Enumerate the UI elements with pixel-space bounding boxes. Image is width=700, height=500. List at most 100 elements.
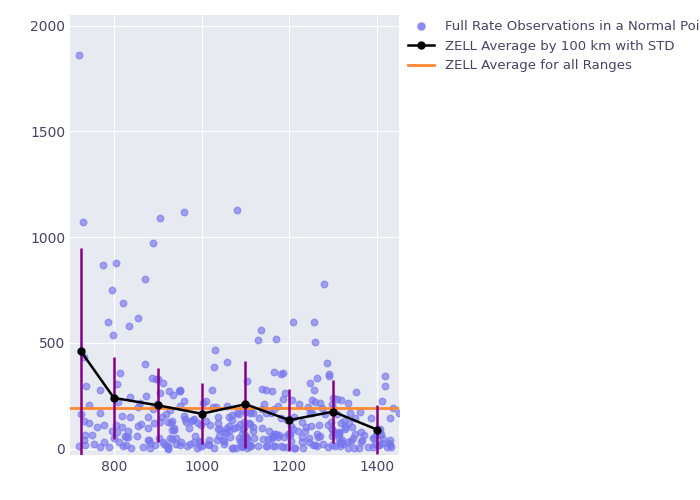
Point bbox=[120, 432, 131, 440]
Point bbox=[206, 386, 218, 394]
Point bbox=[334, 434, 345, 442]
Point bbox=[150, 440, 161, 448]
Point bbox=[144, 439, 155, 447]
Point bbox=[281, 443, 293, 451]
Point bbox=[107, 332, 118, 340]
Point bbox=[248, 427, 259, 435]
Point bbox=[335, 396, 346, 404]
Point bbox=[237, 442, 248, 450]
Point bbox=[358, 431, 370, 439]
Point bbox=[174, 386, 185, 394]
Point bbox=[318, 440, 329, 448]
Point bbox=[277, 395, 288, 403]
Point bbox=[333, 428, 344, 436]
Point bbox=[227, 444, 238, 452]
Point bbox=[227, 412, 238, 420]
Point bbox=[212, 412, 223, 420]
Point bbox=[273, 432, 284, 440]
Point bbox=[327, 394, 338, 402]
Point bbox=[232, 409, 243, 417]
Point bbox=[286, 396, 297, 404]
Point bbox=[241, 433, 252, 441]
Point bbox=[132, 403, 144, 411]
Point bbox=[357, 436, 368, 444]
Point bbox=[157, 438, 168, 446]
Point bbox=[195, 438, 206, 446]
Point bbox=[122, 427, 134, 435]
Point bbox=[80, 431, 91, 439]
Point bbox=[296, 433, 307, 441]
Point bbox=[252, 336, 263, 344]
Point bbox=[241, 377, 253, 385]
Point bbox=[264, 428, 275, 436]
Point bbox=[374, 425, 386, 433]
Point bbox=[92, 422, 103, 430]
Point bbox=[202, 440, 214, 448]
Point bbox=[158, 440, 169, 448]
Point bbox=[293, 400, 304, 407]
Point bbox=[175, 402, 186, 409]
Point bbox=[273, 431, 284, 439]
Point bbox=[200, 397, 211, 405]
Point bbox=[268, 405, 279, 413]
Point bbox=[142, 424, 153, 432]
Point bbox=[104, 443, 115, 451]
Point bbox=[340, 424, 351, 432]
Point bbox=[381, 443, 392, 451]
Point bbox=[136, 420, 147, 428]
Point bbox=[139, 276, 150, 283]
Point bbox=[319, 410, 330, 418]
Point bbox=[343, 418, 354, 426]
Point bbox=[370, 431, 382, 439]
Point bbox=[342, 444, 354, 452]
Point bbox=[256, 326, 267, 334]
Point bbox=[234, 420, 245, 428]
Point bbox=[262, 435, 273, 443]
Point bbox=[94, 444, 106, 452]
Point bbox=[296, 438, 307, 446]
Point bbox=[148, 418, 160, 426]
Point bbox=[312, 374, 323, 382]
Point bbox=[190, 432, 201, 440]
Point bbox=[215, 424, 226, 432]
Point bbox=[312, 433, 323, 441]
Point bbox=[322, 360, 333, 368]
Point bbox=[102, 318, 113, 326]
Point bbox=[186, 417, 197, 425]
Point bbox=[368, 434, 379, 442]
Point bbox=[179, 412, 190, 420]
Point bbox=[326, 440, 337, 448]
Point bbox=[184, 440, 195, 448]
Point bbox=[162, 444, 174, 452]
Point bbox=[314, 421, 325, 429]
Point bbox=[282, 430, 293, 438]
Point bbox=[385, 414, 396, 422]
Point bbox=[265, 409, 276, 417]
Point bbox=[168, 426, 179, 434]
Point bbox=[345, 409, 356, 417]
Point bbox=[328, 429, 339, 437]
Point bbox=[243, 442, 254, 450]
Point bbox=[224, 433, 235, 441]
Point bbox=[204, 436, 215, 444]
Point bbox=[232, 424, 243, 432]
Point bbox=[204, 421, 216, 429]
Point bbox=[299, 427, 310, 435]
Point bbox=[333, 428, 344, 436]
Point bbox=[124, 393, 135, 401]
Point bbox=[393, 408, 405, 416]
Point bbox=[131, 432, 142, 440]
Point bbox=[158, 379, 169, 387]
Point bbox=[74, 442, 85, 450]
Point bbox=[78, 436, 90, 444]
Point bbox=[275, 370, 286, 378]
Point bbox=[152, 400, 163, 408]
Point bbox=[244, 440, 256, 448]
Point bbox=[275, 442, 286, 450]
Point bbox=[88, 440, 99, 448]
Point bbox=[111, 428, 122, 436]
Point bbox=[218, 436, 229, 444]
Point bbox=[377, 397, 388, 405]
Point bbox=[83, 418, 94, 426]
Point bbox=[326, 432, 337, 440]
